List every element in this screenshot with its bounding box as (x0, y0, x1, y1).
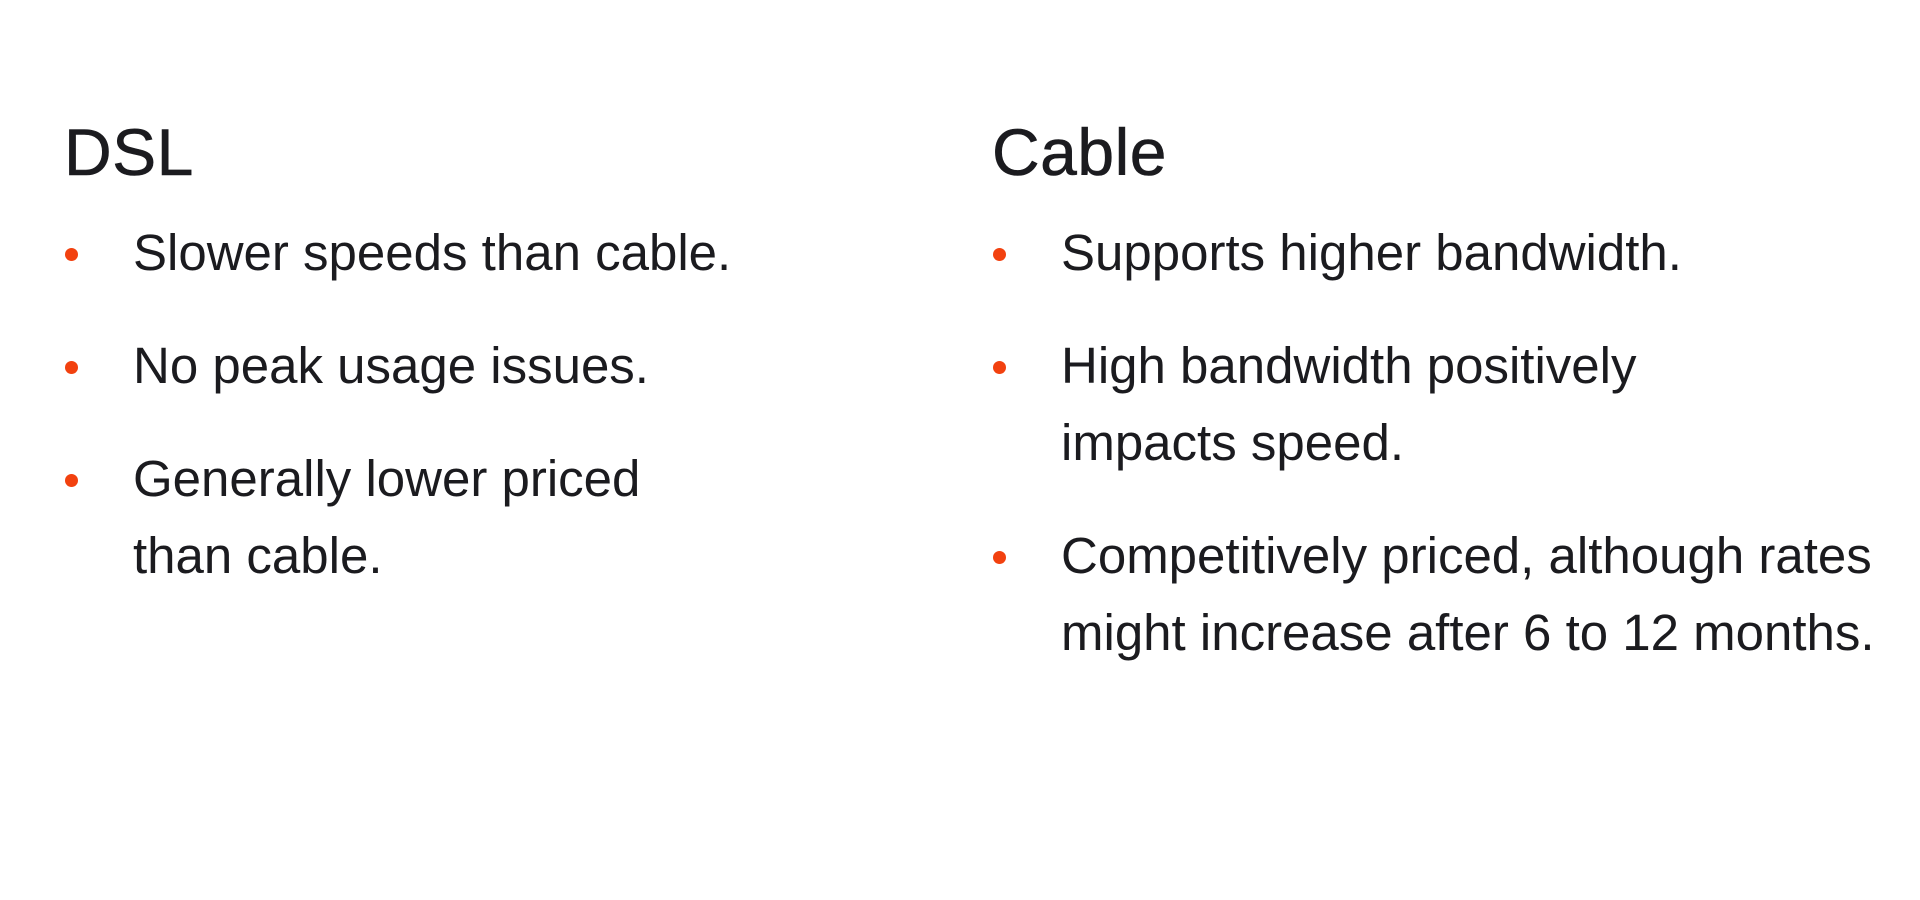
list-item: Competitively priced, although rates mig… (992, 517, 1920, 671)
dsl-list: Slower speeds than cable. No peak usage … (64, 214, 824, 594)
item-text: No peak usage issues. (133, 337, 649, 394)
bullet-icon (65, 248, 78, 261)
bullet-icon (65, 474, 78, 487)
item-text: Competitively priced, although rates mig… (1061, 527, 1875, 661)
bullet-icon (993, 248, 1006, 261)
list-item: Generally lower priced than cable. (64, 440, 653, 594)
cable-column: Cable Supports higher bandwidth. High ba… (992, 112, 1875, 707)
cable-heading: Cable (992, 115, 1167, 190)
bullet-icon (993, 551, 1006, 564)
item-text: Generally lower priced than cable. (133, 450, 641, 584)
cable-list: Supports higher bandwidth. High bandwidt… (992, 214, 1875, 671)
list-item: No peak usage issues. (64, 327, 753, 404)
list-item: High bandwidth positively impacts speed. (992, 327, 1751, 481)
bullet-icon (65, 361, 78, 374)
bullet-icon (993, 361, 1006, 374)
item-text: High bandwidth positively impacts speed. (1061, 337, 1637, 471)
list-item: Slower speeds than cable. (64, 214, 753, 291)
list-item: Supports higher bandwidth. (992, 214, 1881, 291)
item-text: Slower speeds than cable. (133, 224, 732, 281)
dsl-column: DSL Slower speeds than cable. No peak us… (64, 112, 824, 630)
item-text: Supports higher bandwidth. (1061, 224, 1682, 281)
dsl-heading: DSL (64, 115, 194, 190)
